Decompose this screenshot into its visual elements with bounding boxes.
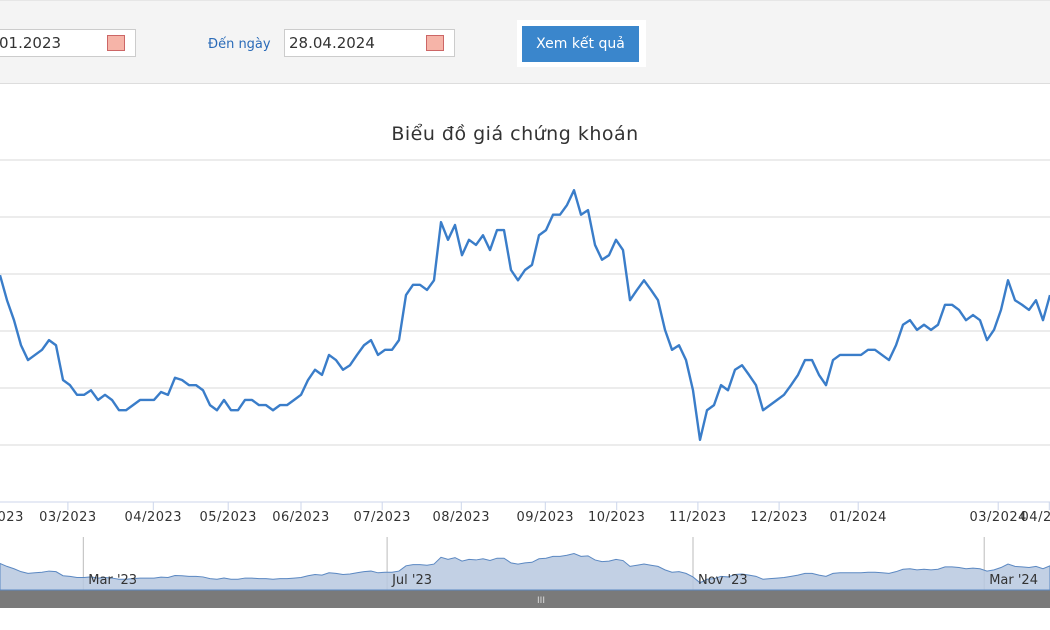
scrollbar[interactable] <box>0 590 1050 608</box>
x-tick-label: 01/2024 <box>829 510 887 525</box>
x-tick-label: 04/2023 <box>125 510 183 525</box>
x-tick-label: 03/2023 <box>39 510 97 525</box>
x-tick-label: 06/2023 <box>272 510 330 525</box>
navigator-label: Mar '23 <box>88 573 137 588</box>
chart: Biểu đồ giá chứng khoán III 02/2023 03/20… <box>0 123 1050 608</box>
from-date-input[interactable]: 01.2023 <box>0 29 136 57</box>
submit-button[interactable]: Xem kết quả <box>522 26 639 62</box>
to-date-label: Đến ngày <box>208 37 271 52</box>
price-line <box>0 189 1050 442</box>
x-tick-label: 04/2024 <box>1021 510 1050 525</box>
x-tick-label: 08/2023 <box>433 510 491 525</box>
calendar-icon[interactable] <box>426 35 444 51</box>
navigator-label: Nov '23 <box>698 573 748 588</box>
to-date: 28.04.2024 <box>289 34 375 52</box>
x-tick-label: 11/2023 <box>669 510 727 525</box>
navigator-label: Jul '23 <box>391 573 432 588</box>
x-tick-label: 07/2023 <box>353 510 411 525</box>
calendar-icon[interactable] <box>107 35 125 51</box>
x-tick-label: 02/2023 <box>0 510 24 525</box>
x-tick-label: 10/2023 <box>588 510 646 525</box>
x-tick-label: 09/2023 <box>517 510 575 525</box>
chart-title: Biểu đồ giá chứng khoán <box>391 123 638 145</box>
navigator-label: Mar '24 <box>989 573 1038 588</box>
from-date: 01.2023 <box>0 34 62 52</box>
x-tick-label: 12/2023 <box>750 510 808 525</box>
filter-bar: 01.2023 Đến ngày 28.04.2024 Xem kết quả <box>0 0 1050 84</box>
x-tick-label: 05/2023 <box>199 510 257 525</box>
navigator-area <box>0 553 1050 591</box>
scrollbar-grip[interactable]: III <box>537 596 545 606</box>
to-date-input[interactable]: 28.04.2024 <box>284 29 455 57</box>
x-tick-label: 03/2024 <box>969 510 1027 525</box>
